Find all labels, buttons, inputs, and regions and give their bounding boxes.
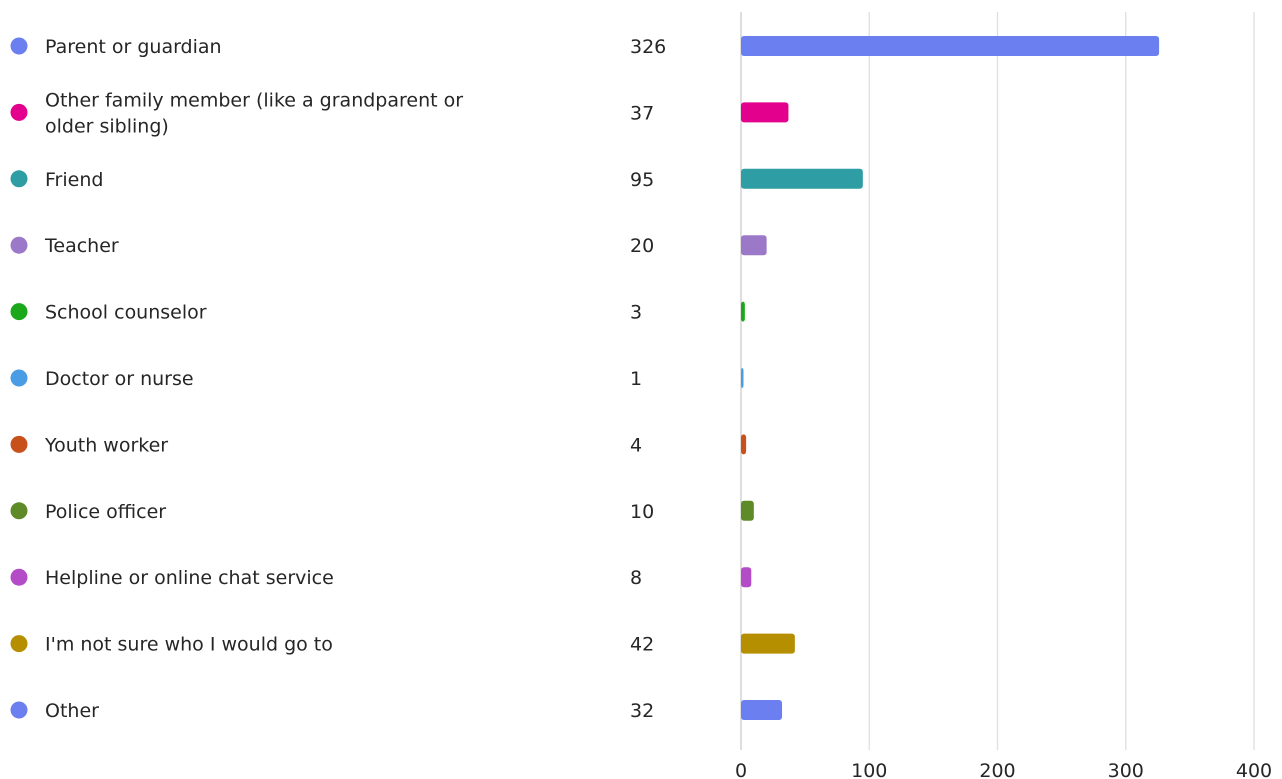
chart-rows: Parent or guardian 326 Other family member… [10,36,1160,722]
legend-dot [10,435,28,453]
value-label: 32 [630,700,654,722]
chart-row: Parent or guardian 326 [10,36,1160,58]
bar[interactable] [741,36,1160,56]
legend-dot [10,502,28,520]
category-label: Teacher [44,235,119,257]
chart-row: I'm not sure who I would go to 42 [10,633,795,656]
category-label: School counselor [45,302,207,324]
legend-dot [10,701,28,719]
bar[interactable] [741,168,863,189]
x-tick-label: 300 [1108,760,1144,779]
value-label: 42 [630,634,654,656]
gridlines [740,12,1255,750]
chart-row: Helpline or online chat service 8 [10,567,752,589]
value-label: 1 [630,368,642,390]
chart-row: School counselor 3 [10,301,745,324]
bar[interactable] [741,633,795,654]
legend-dot [10,236,28,254]
legend-dot [10,170,28,188]
bar[interactable] [741,368,744,388]
bar[interactable] [741,567,752,588]
value-label: 4 [630,434,642,456]
x-tick-label: 400 [1236,760,1272,779]
chart-row: Police officer 10 [10,500,754,523]
legend-dot [10,635,28,653]
category-label: Parent or guardian [45,36,222,58]
value-label: 37 [630,102,654,124]
category-label: I'm not sure who I would go to [45,634,333,656]
legend-dot [10,369,28,387]
legend-dot [10,103,28,121]
bar[interactable] [741,102,789,123]
category-label: Doctor or nurse [45,368,194,390]
chart-row: Friend 95 [10,168,863,191]
value-label: 10 [630,501,654,523]
category-label: Other family member (like a grandparent … [45,89,463,137]
value-label: 326 [630,36,666,58]
bar[interactable] [741,301,745,322]
bar[interactable] [741,235,767,256]
bar[interactable] [741,434,747,455]
category-label: Police officer [45,501,166,523]
category-label: Youth worker [44,434,168,456]
legend-dot [10,37,28,55]
x-axis-ticks: 0 100 200 300 400 [735,760,1272,779]
legend-dot [10,568,28,586]
category-label: Friend [45,169,103,191]
value-label: 3 [630,302,642,324]
value-label: 20 [630,235,654,257]
x-tick-label: 100 [851,760,887,779]
chart-row: Other 32 [10,700,783,722]
value-label: 8 [630,567,642,589]
bar[interactable] [741,500,754,521]
value-label: 95 [630,169,654,191]
x-tick-label: 200 [979,760,1015,779]
bar[interactable] [741,700,783,720]
chart-row: Doctor or nurse 1 [10,368,744,390]
chart-row: Youth worker 4 [10,434,747,456]
chart-row: Other family member (like a grandparent … [10,89,789,137]
legend-dot [10,303,28,321]
chart-row: Teacher 20 [10,235,767,257]
x-tick-label: 0 [735,760,747,779]
category-label: Helpline or online chat service [45,567,334,589]
category-label: Other [45,700,99,722]
